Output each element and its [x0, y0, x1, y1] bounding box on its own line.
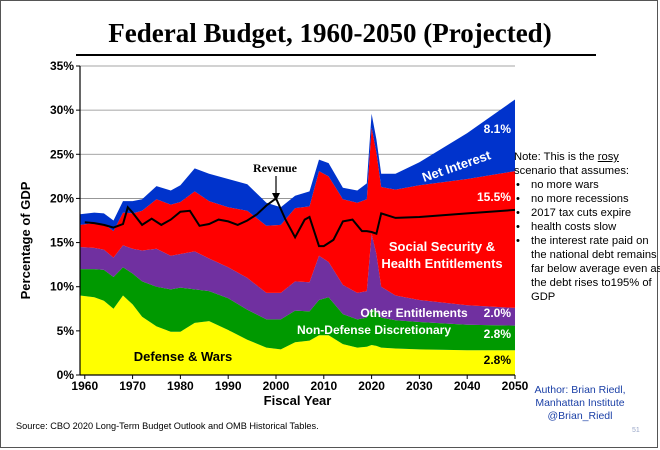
- revenue-label: Revenue: [253, 161, 298, 175]
- chart-title: Federal Budget, 1960-2050 (Projected): [108, 18, 552, 48]
- y-tick-label: 15%: [50, 236, 74, 250]
- ss-health-label: Health Entitlements: [381, 256, 502, 271]
- other-entitlements-value: 2.0%: [484, 306, 512, 320]
- author-handle: @Brian_Riedl: [547, 410, 613, 422]
- author-credit: Author: Brian Riedl, Manhattan Institute…: [520, 384, 640, 423]
- area-ss-health: [80, 127, 515, 308]
- defense-value: 2.8%: [484, 353, 512, 367]
- x-axis-title: Fiscal Year: [264, 393, 332, 408]
- note-bullet-list: no more wars no more recessions 2017 tax…: [514, 178, 660, 304]
- area-other-entitlements: [80, 233, 515, 326]
- note-bullet: no more recessions: [514, 192, 660, 206]
- y-tick-label: 10%: [50, 280, 74, 294]
- y-tick-label: 25%: [50, 147, 74, 161]
- x-tick-label: 2050: [502, 379, 529, 393]
- x-tick-label: 2040: [454, 379, 481, 393]
- x-tick-label: 2010: [310, 379, 337, 393]
- source-note: Source: CBO 2020 Long-Term Budget Outloo…: [16, 421, 319, 431]
- defense-label: Defense & Wars: [134, 349, 233, 364]
- note-bullet: 2017 tax cuts expire: [514, 206, 660, 220]
- x-tick-label: 1970: [119, 379, 146, 393]
- nondefense-label: Non-Defense Discretionary: [297, 323, 451, 337]
- note-bullet: health costs slow: [514, 220, 660, 234]
- y-tick-label: 0%: [57, 368, 75, 382]
- note-prefix: Note: This is the: [514, 151, 598, 163]
- net-interest-value: 8.1%: [484, 122, 512, 136]
- x-tick-label: 1980: [167, 379, 194, 393]
- slide-number: 51: [632, 427, 640, 434]
- nondefense-value: 2.8%: [484, 327, 512, 341]
- x-tick-label: 1990: [215, 379, 242, 393]
- note-line1: Note: This is the rosy: [514, 150, 660, 164]
- note-line2: scenario that assumes:: [514, 165, 630, 177]
- area-defense: [80, 295, 515, 375]
- y-tick-label: 20%: [50, 191, 74, 205]
- x-tick-label: 2030: [406, 379, 433, 393]
- title-underline: [76, 54, 596, 56]
- x-tick-label: 2020: [358, 379, 385, 393]
- revenue-pointer-head: [272, 193, 280, 201]
- author-name: Author: Brian Riedl,: [534, 384, 626, 396]
- revenue-line: [84, 196, 516, 248]
- area-net-interest: [80, 99, 515, 232]
- y-tick-label: 35%: [50, 59, 74, 73]
- note-bullet: no more wars: [514, 178, 660, 192]
- x-tick-label: 1960: [71, 379, 98, 393]
- area-nondefense: [80, 267, 515, 351]
- note-rosy: rosy: [597, 151, 619, 163]
- ss-health-value: 15.5%: [477, 190, 511, 204]
- y-tick-label: 30%: [50, 103, 74, 117]
- x-tick-label: 2000: [263, 379, 290, 393]
- y-axis-title: Percentage of GDP: [18, 181, 33, 299]
- other-entitlements-label: Other Entitlements: [360, 306, 468, 320]
- y-tick-label: 5%: [57, 324, 75, 338]
- assumptions-note: Note: This is the rosy scenario that ass…: [514, 150, 660, 304]
- note-bullet: the interest rate paid on the national d…: [514, 234, 660, 304]
- ss-health-label: Social Security &: [389, 239, 495, 254]
- author-org: Manhattan Institute: [535, 397, 625, 409]
